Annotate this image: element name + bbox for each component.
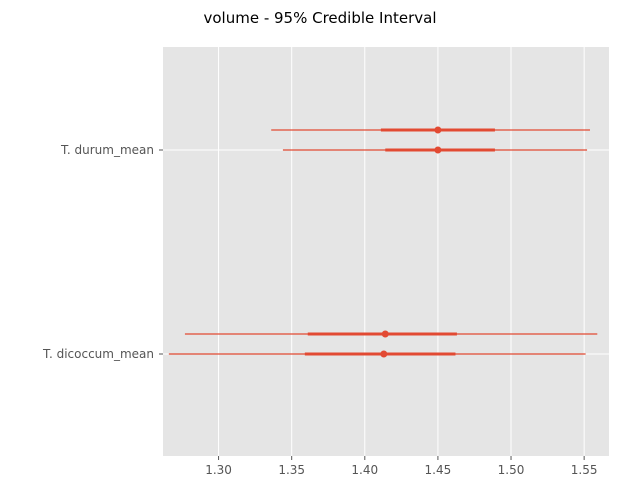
interval-group xyxy=(168,350,586,358)
y-axis: T. durum_mean T. dicoccum_mean xyxy=(42,143,163,361)
interval-group xyxy=(271,126,590,134)
x-tick-label: 1.50 xyxy=(498,463,525,477)
mean-point xyxy=(381,330,389,338)
x-tick-label: 1.35 xyxy=(278,463,305,477)
chart-title: volume - 95% Credible Interval xyxy=(204,9,437,27)
y-tick-label: T. dicoccum_mean xyxy=(42,347,154,361)
x-tick-label: 1.40 xyxy=(351,463,378,477)
x-tick-label: 1.30 xyxy=(205,463,232,477)
interval-group xyxy=(282,146,588,154)
mean-point xyxy=(434,126,442,134)
x-tick-label: 1.45 xyxy=(425,463,452,477)
interval-series xyxy=(168,126,598,358)
y-tick-label: T. durum_mean xyxy=(60,143,154,157)
interval-group xyxy=(184,330,598,338)
plot-area xyxy=(163,47,609,456)
x-tick-label: 1.55 xyxy=(571,463,598,477)
x-axis: 1.30 1.35 1.40 1.45 1.50 1.55 xyxy=(205,456,598,477)
mean-point xyxy=(434,146,442,154)
mean-point xyxy=(380,350,388,358)
